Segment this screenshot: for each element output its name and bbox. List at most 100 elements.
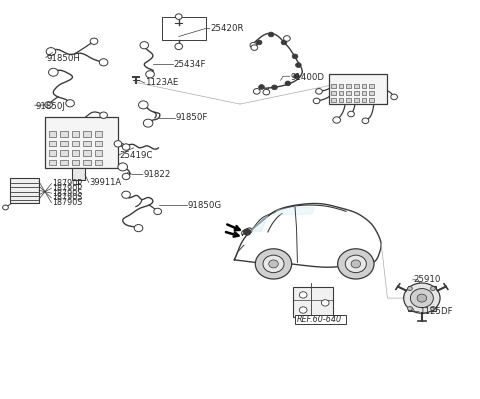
Bar <box>72 160 79 165</box>
Circle shape <box>263 89 270 95</box>
Text: 18790P: 18790P <box>52 179 83 188</box>
Circle shape <box>253 89 260 94</box>
Bar <box>60 131 68 137</box>
Bar <box>369 98 374 102</box>
Circle shape <box>66 100 74 107</box>
Circle shape <box>263 255 284 273</box>
Polygon shape <box>251 215 268 231</box>
Bar <box>72 131 79 137</box>
Bar <box>361 98 366 102</box>
Bar <box>354 84 359 88</box>
Circle shape <box>292 54 298 59</box>
Bar <box>48 131 56 137</box>
Circle shape <box>251 45 258 50</box>
Circle shape <box>281 40 287 45</box>
Bar <box>369 84 374 88</box>
Circle shape <box>348 111 354 117</box>
Circle shape <box>391 94 397 100</box>
Circle shape <box>243 229 251 235</box>
Bar <box>72 141 79 146</box>
Circle shape <box>268 32 274 37</box>
Bar <box>72 168 85 180</box>
Circle shape <box>410 288 433 308</box>
Circle shape <box>300 292 307 298</box>
Circle shape <box>250 42 257 48</box>
Circle shape <box>144 119 153 127</box>
Circle shape <box>272 85 277 90</box>
FancyBboxPatch shape <box>329 74 387 104</box>
Text: 18790S: 18790S <box>52 189 83 198</box>
Circle shape <box>139 101 148 109</box>
Polygon shape <box>271 207 314 215</box>
Text: 91850J: 91850J <box>35 102 65 111</box>
Circle shape <box>284 36 290 41</box>
Bar <box>60 160 68 165</box>
Bar <box>95 150 102 156</box>
Circle shape <box>351 260 360 268</box>
Text: REF.60-640: REF.60-640 <box>297 315 342 324</box>
Circle shape <box>118 163 128 171</box>
Circle shape <box>333 117 340 123</box>
Text: 91850F: 91850F <box>175 113 208 122</box>
Bar <box>60 150 68 156</box>
Bar <box>346 91 351 95</box>
Bar <box>83 141 91 146</box>
Circle shape <box>99 59 108 66</box>
Text: 18790S: 18790S <box>52 198 83 207</box>
Circle shape <box>316 89 323 94</box>
Circle shape <box>175 14 182 20</box>
Text: 1123AE: 1123AE <box>145 79 179 87</box>
Bar <box>10 178 39 203</box>
Text: 1125DF: 1125DF <box>420 307 453 316</box>
Bar <box>346 84 351 88</box>
Circle shape <box>114 141 122 147</box>
Bar <box>48 160 56 165</box>
Text: 91850H: 91850H <box>46 54 80 63</box>
Circle shape <box>431 306 435 310</box>
Circle shape <box>122 191 131 198</box>
Circle shape <box>122 173 130 180</box>
Bar <box>369 91 374 95</box>
Circle shape <box>269 260 278 268</box>
Circle shape <box>296 63 301 67</box>
Circle shape <box>45 102 52 108</box>
Text: 18790P: 18790P <box>52 184 83 193</box>
Bar <box>331 84 336 88</box>
Bar <box>162 17 205 40</box>
Text: 25910: 25910 <box>413 275 441 284</box>
Circle shape <box>122 144 130 150</box>
Circle shape <box>294 74 300 79</box>
Bar <box>331 91 336 95</box>
Circle shape <box>404 283 440 313</box>
Circle shape <box>417 294 427 302</box>
Circle shape <box>175 43 182 49</box>
Circle shape <box>2 205 8 210</box>
Bar <box>354 98 359 102</box>
Circle shape <box>134 225 143 232</box>
Bar <box>95 141 102 146</box>
Text: 91400D: 91400D <box>290 73 324 81</box>
Circle shape <box>313 98 320 104</box>
Circle shape <box>154 208 161 215</box>
Bar <box>95 131 102 137</box>
Circle shape <box>259 85 264 89</box>
Bar <box>338 84 343 88</box>
Circle shape <box>285 81 291 86</box>
Circle shape <box>337 249 374 279</box>
Circle shape <box>46 47 56 55</box>
Circle shape <box>146 71 155 78</box>
Text: 39911A: 39911A <box>89 178 121 187</box>
Circle shape <box>408 306 412 310</box>
Text: 25420R: 25420R <box>210 24 244 33</box>
Circle shape <box>300 307 307 313</box>
Text: 91850G: 91850G <box>187 201 221 209</box>
Bar <box>72 150 79 156</box>
Circle shape <box>140 41 149 49</box>
Bar <box>331 98 336 102</box>
Circle shape <box>90 38 98 44</box>
Circle shape <box>48 68 58 76</box>
Bar <box>83 131 91 137</box>
Bar <box>361 84 366 88</box>
Bar <box>83 150 91 156</box>
Bar <box>48 150 56 156</box>
